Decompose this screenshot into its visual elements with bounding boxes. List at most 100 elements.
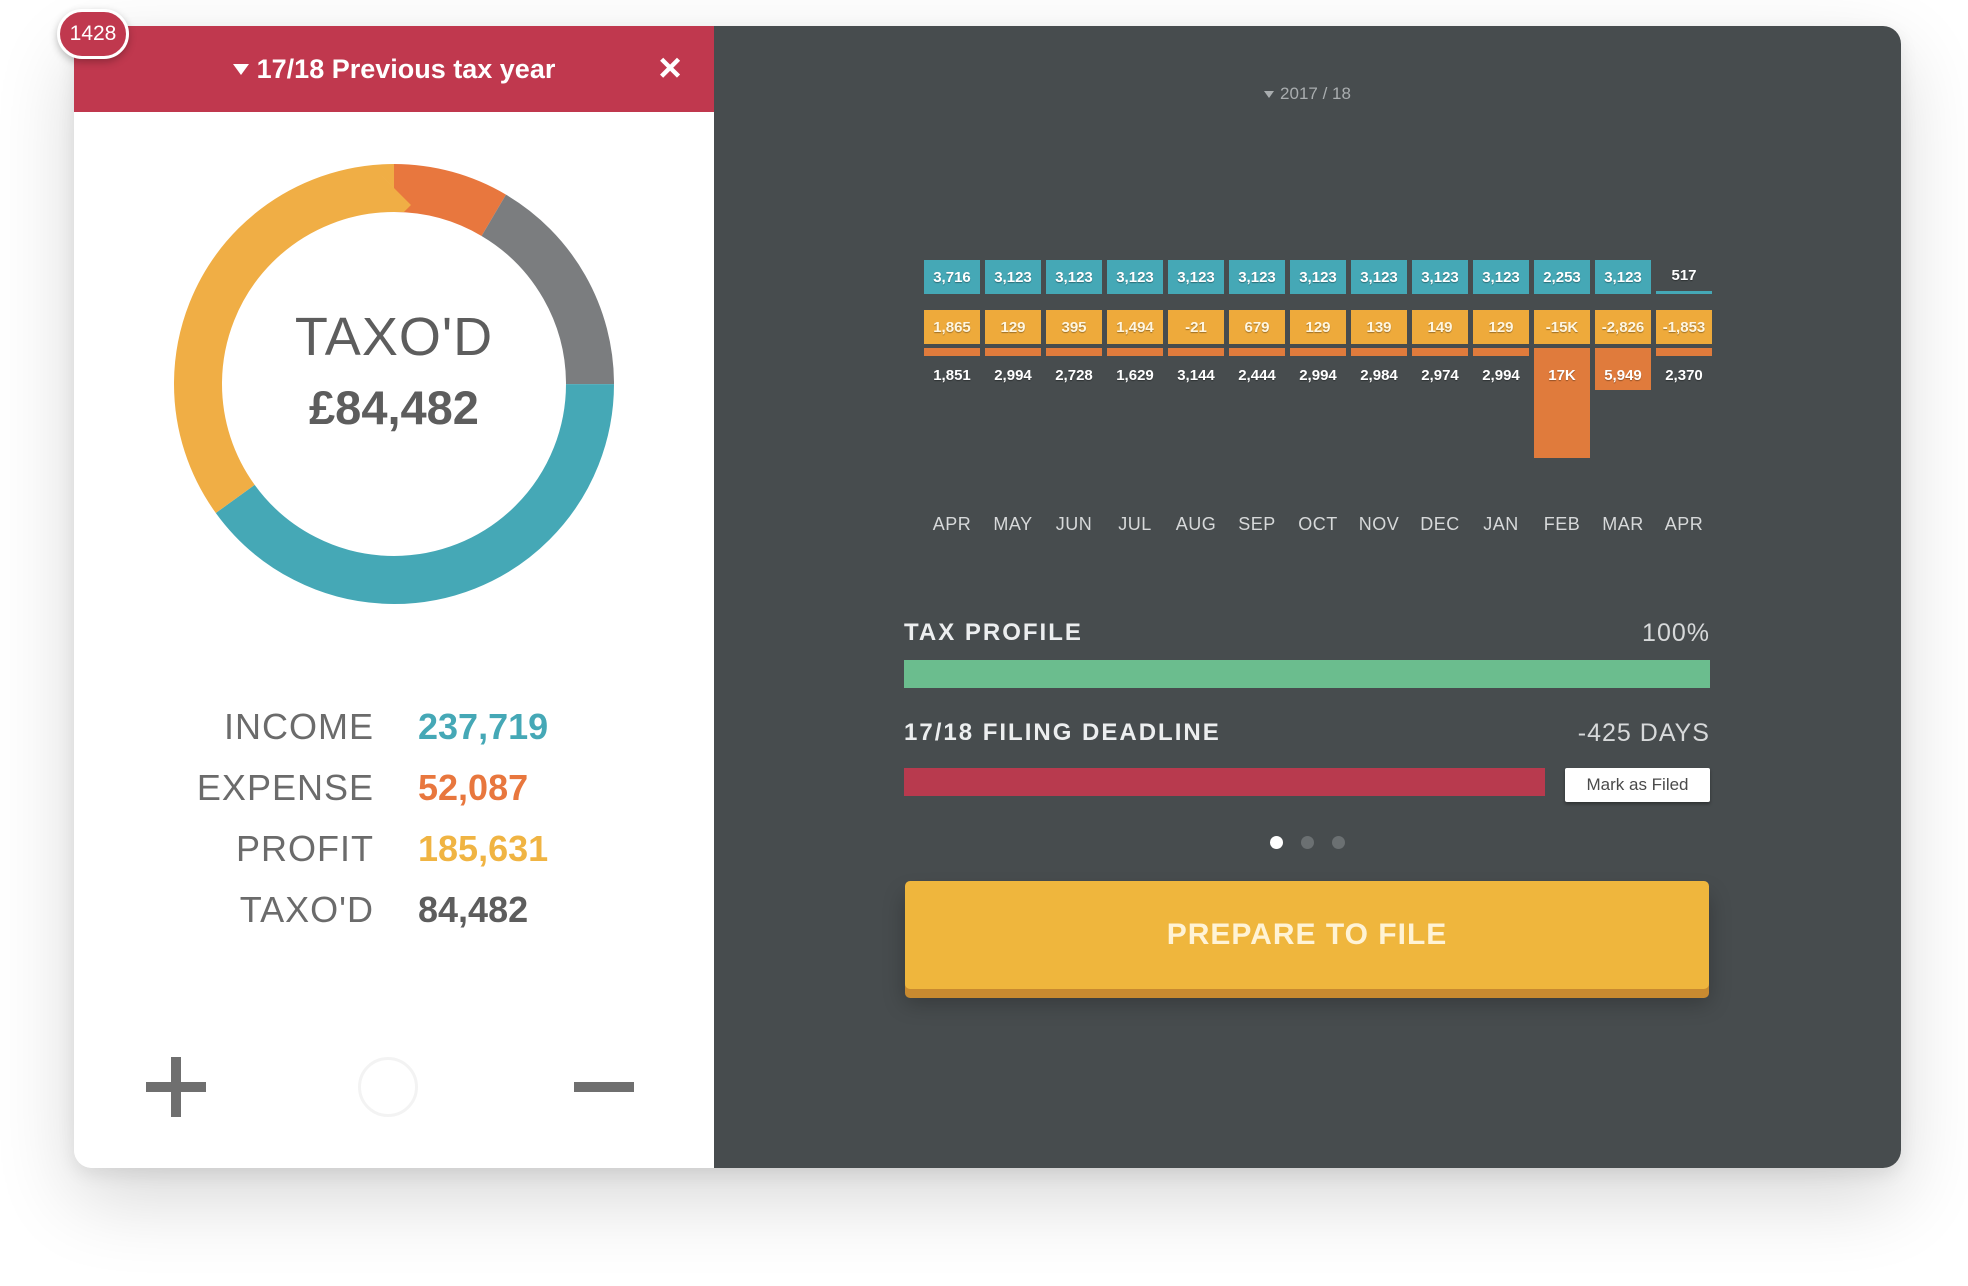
month-label: OCT [1298,514,1338,534]
stat-taxod: TAXO'D 84,482 [74,889,714,950]
expense-cell: 1,494 [1107,310,1163,344]
tax-year-panel: 17/18 Previous tax year × TAXO'D £84,482… [74,26,714,1168]
income-cell: 3,123 [1595,260,1651,294]
income-cell: 3,123 [1473,260,1529,294]
month-label: JAN [1483,514,1519,534]
taxod-cell: 2,994 [1482,366,1520,384]
stat-value: 237,719 [418,706,549,747]
taxod-cell: 2,974 [1421,366,1459,384]
prepare-to-file-button[interactable]: PREPARE TO FILE [905,881,1709,989]
taxod-donut-chart: TAXO'D £84,482 [172,162,616,606]
circle-icon[interactable] [358,1057,418,1117]
expense-cell: 129 [985,310,1041,344]
tax-profile-progress-bar [904,660,1710,688]
month-label: NOV [1358,514,1400,534]
taxod-cell: 2,994 [1299,366,1337,384]
expense-cell: 679 [1229,310,1285,344]
stat-expense: EXPENSE 52,087 [74,767,714,828]
income-cell: 2,253 [1534,260,1590,294]
tax-bar [1412,348,1468,356]
stat-label: EXPENSE [196,767,374,808]
income-cell: 3,123 [1107,260,1163,294]
tax-bar [1656,348,1712,356]
minus-icon[interactable] [574,1082,634,1092]
income-cell: 3,123 [1412,260,1468,294]
tax-bar [1107,348,1163,356]
expense-cell: 395 [1046,310,1102,344]
taxod-cell: 5,949 [1604,366,1642,384]
month-label: AUG [1175,514,1217,534]
stat-profit: PROFIT 185,631 [74,828,714,889]
tax-bar [1534,348,1590,458]
stat-value: 84,482 [418,889,529,930]
month-label: SEP [1238,514,1276,534]
taxod-cell: 2,994 [994,366,1032,384]
year-selector-label: 2017 / 18 [1280,84,1351,103]
taxod-cell: 3,144 [1177,366,1215,384]
plus-icon[interactable] [146,1057,206,1117]
tax-year-title: 17/18 Previous tax year [256,53,556,84]
caret-down-icon [232,63,249,75]
tax-bar [1229,348,1285,356]
expense-cell: -1,853 [1656,310,1712,344]
expense-cell: -15K [1534,310,1590,344]
tax-bar [1351,348,1407,356]
stat-value: 52,087 [418,767,529,808]
taxod-cell: 17K [1548,366,1576,384]
income-cell: 3,123 [1168,260,1224,294]
stat-income: INCOME 237,719 [74,706,714,767]
month-label: DEC [1420,514,1460,534]
taxod-cell: 2,444 [1238,366,1276,384]
taxod-cell: 2,728 [1055,366,1093,384]
summary-stats: INCOME 237,719 EXPENSE 52,087 PROFIT 185… [74,706,714,950]
filing-deadline-label: 17/18 FILING DEADLINE [904,719,1221,746]
stat-label: PROFIT [236,828,374,869]
income-cell: 3,123 [1229,260,1285,294]
expense-cell: 129 [1473,310,1529,344]
month-label: APR [1664,514,1704,534]
month-label: MAY [993,514,1033,534]
taxod-cell: 2,984 [1360,366,1398,384]
tax-bar [924,348,980,356]
taxod-cell: 2,370 [1665,366,1703,384]
tax-year-header[interactable]: 17/18 Previous tax year × [74,26,714,112]
income-cell: 3,123 [985,260,1041,294]
taxod-cell: 1,629 [1116,366,1154,384]
stat-value: 185,631 [418,828,549,869]
stat-label: INCOME [224,706,374,747]
income-cell: 3,716 [924,260,980,294]
filing-deadline-bar [904,768,1545,796]
caret-down-icon [1264,91,1275,99]
pagination-dots [714,836,1901,854]
close-icon[interactable]: × [658,46,682,90]
year-selector[interactable]: 2017 / 18 [714,84,1901,104]
tax-bar [1168,348,1224,356]
month-label: JUL [1118,514,1152,534]
dashboard-panel: 2017 / 18 3,716 1,865 1,851 APR 3,123 129 2,99… [714,26,1901,1168]
tax-bar [985,348,1041,356]
income-cell: 3,123 [1290,260,1346,294]
page-dot-3[interactable] [1332,836,1345,849]
donut-segment-yellow [174,164,614,604]
donut-segment-teal [174,164,614,604]
donut-svg [174,164,614,604]
expense-cell: 149 [1412,310,1468,344]
month-label: JUN [1055,514,1093,534]
tax-bar [1046,348,1102,356]
mark-as-filed-button[interactable]: Mark as Filed [1565,768,1710,802]
notification-badge: 1428 [57,9,129,59]
donut-segment-grey [174,164,614,604]
tax-profile-label: TAX PROFILE [904,619,1083,646]
income-cell: 3,123 [1351,260,1407,294]
tax-profile-value: 100% [1642,619,1710,647]
plus-icon-vertical [171,1057,181,1117]
income-cell: 3,123 [1046,260,1102,294]
app-window: 17/18 Previous tax year × TAXO'D £84,482… [74,26,1901,1168]
page-dot-2[interactable] [1301,836,1314,849]
page-dot-1[interactable] [1270,836,1283,849]
donut-center: TAXO'D £84,482 [172,162,616,606]
donut-value: £84,482 [309,380,479,434]
expense-cell: -21 [1168,310,1224,344]
monthly-breakdown-chart: 3,716 1,865 1,851 APR 3,123 129 2,994 MAY 3,123 3… [714,26,1901,546]
month-label: MAR [1602,514,1644,534]
